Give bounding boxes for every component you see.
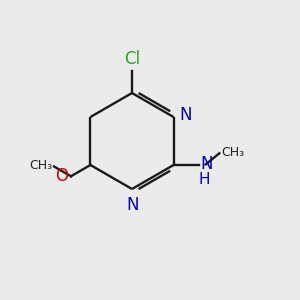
Text: CH₃: CH₃ xyxy=(221,146,244,159)
Text: N: N xyxy=(180,106,192,124)
Text: CH₃: CH₃ xyxy=(29,159,52,172)
Text: N: N xyxy=(126,196,139,214)
Text: Cl: Cl xyxy=(124,50,140,68)
Text: O: O xyxy=(56,167,68,184)
Text: N: N xyxy=(201,155,213,173)
Text: H: H xyxy=(198,172,210,188)
